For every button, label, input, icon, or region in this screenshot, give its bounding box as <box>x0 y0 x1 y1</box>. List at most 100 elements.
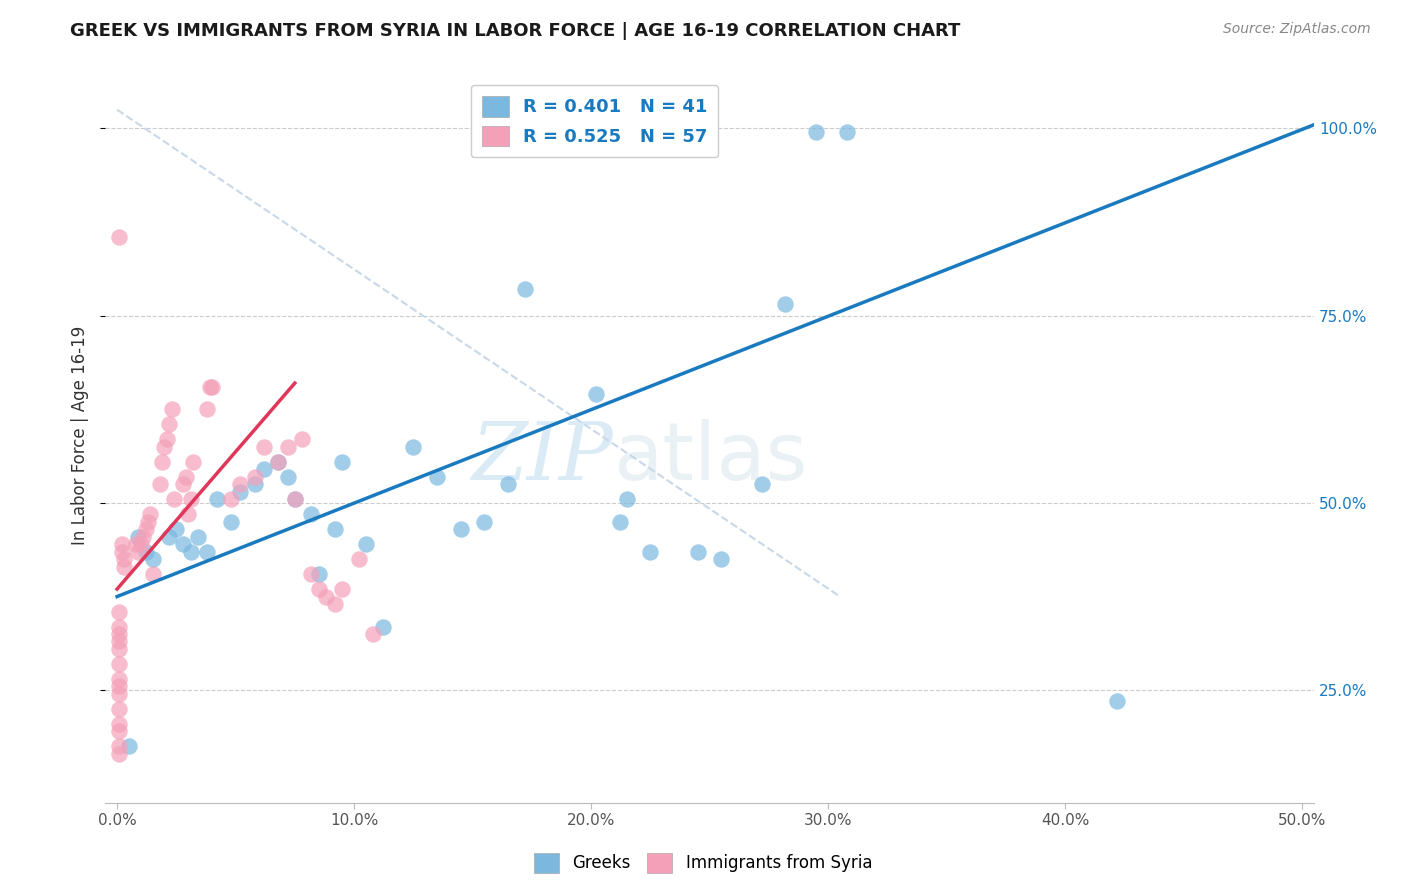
Point <box>267 455 290 469</box>
Point <box>277 469 299 483</box>
Point <box>253 462 276 476</box>
Point <box>402 440 425 454</box>
Point <box>308 582 330 596</box>
Point <box>616 492 638 507</box>
Point <box>243 477 266 491</box>
Point <box>108 680 131 694</box>
Point <box>156 432 179 446</box>
Point <box>219 515 242 529</box>
Point <box>111 544 134 558</box>
Point <box>149 477 172 491</box>
Point <box>174 469 197 483</box>
Point <box>513 283 536 297</box>
Point <box>112 559 135 574</box>
Text: ZIP: ZIP <box>471 418 613 496</box>
Point <box>205 492 228 507</box>
Point <box>806 125 828 139</box>
Point <box>108 634 131 648</box>
Point <box>108 702 131 716</box>
Point <box>195 402 218 417</box>
Point <box>108 619 131 633</box>
Point <box>108 739 131 754</box>
Point <box>426 469 449 483</box>
Point <box>640 544 662 558</box>
Point <box>132 530 155 544</box>
Point <box>142 552 165 566</box>
Point <box>284 492 307 507</box>
Point <box>301 567 323 582</box>
Point <box>308 567 330 582</box>
Point <box>111 537 134 551</box>
Point <box>323 597 346 611</box>
Point <box>127 530 149 544</box>
Point <box>330 455 353 469</box>
Point <box>108 642 131 657</box>
Point <box>775 297 797 311</box>
Point <box>253 440 276 454</box>
Point <box>181 455 204 469</box>
Point <box>284 492 307 507</box>
Point <box>108 687 131 701</box>
Point <box>354 537 377 551</box>
Point <box>301 507 323 521</box>
Point <box>474 515 496 529</box>
Point <box>108 747 131 761</box>
Point <box>150 455 173 469</box>
Point <box>125 537 148 551</box>
Point <box>277 440 299 454</box>
Point <box>108 672 131 686</box>
Text: atlas: atlas <box>613 418 807 497</box>
Point <box>686 544 709 558</box>
Point <box>172 537 194 551</box>
Point <box>118 739 141 754</box>
Point <box>330 582 353 596</box>
Point <box>201 380 224 394</box>
Point <box>127 544 149 558</box>
Point <box>450 522 472 536</box>
Point <box>187 530 209 544</box>
Point <box>243 469 266 483</box>
Point <box>837 125 859 139</box>
Point <box>153 440 176 454</box>
Point <box>229 477 252 491</box>
Y-axis label: In Labor Force | Age 16-19: In Labor Force | Age 16-19 <box>72 326 89 545</box>
Point <box>108 657 131 671</box>
Text: GREEK VS IMMIGRANTS FROM SYRIA IN LABOR FORCE | AGE 16-19 CORRELATION CHART: GREEK VS IMMIGRANTS FROM SYRIA IN LABOR … <box>70 22 960 40</box>
Point <box>134 522 156 536</box>
Point <box>229 484 252 499</box>
Point <box>108 627 131 641</box>
Point <box>139 507 162 521</box>
Text: Source: ZipAtlas.com: Source: ZipAtlas.com <box>1223 22 1371 37</box>
Point <box>219 492 242 507</box>
Point <box>136 515 159 529</box>
Point <box>371 619 394 633</box>
Legend: R = 0.401   N = 41, R = 0.525   N = 57: R = 0.401 N = 41, R = 0.525 N = 57 <box>471 85 718 157</box>
Point <box>177 507 200 521</box>
Point <box>609 515 631 529</box>
Point <box>347 552 370 566</box>
Point <box>142 567 165 582</box>
Point <box>585 387 607 401</box>
Point <box>108 717 131 731</box>
Point <box>157 530 180 544</box>
Legend: Greeks, Immigrants from Syria: Greeks, Immigrants from Syria <box>527 847 879 880</box>
Point <box>108 605 131 619</box>
Point <box>157 417 180 432</box>
Point <box>108 230 131 244</box>
Point <box>112 552 135 566</box>
Point <box>172 477 194 491</box>
Point <box>361 627 384 641</box>
Point <box>1107 694 1129 708</box>
Point <box>180 544 202 558</box>
Point <box>315 590 337 604</box>
Point <box>198 380 221 394</box>
Point <box>108 724 131 739</box>
Point <box>165 522 187 536</box>
Point <box>163 492 186 507</box>
Point <box>129 537 152 551</box>
Point <box>180 492 202 507</box>
Point <box>751 477 773 491</box>
Point <box>267 455 290 469</box>
Point <box>710 552 733 566</box>
Point <box>195 544 218 558</box>
